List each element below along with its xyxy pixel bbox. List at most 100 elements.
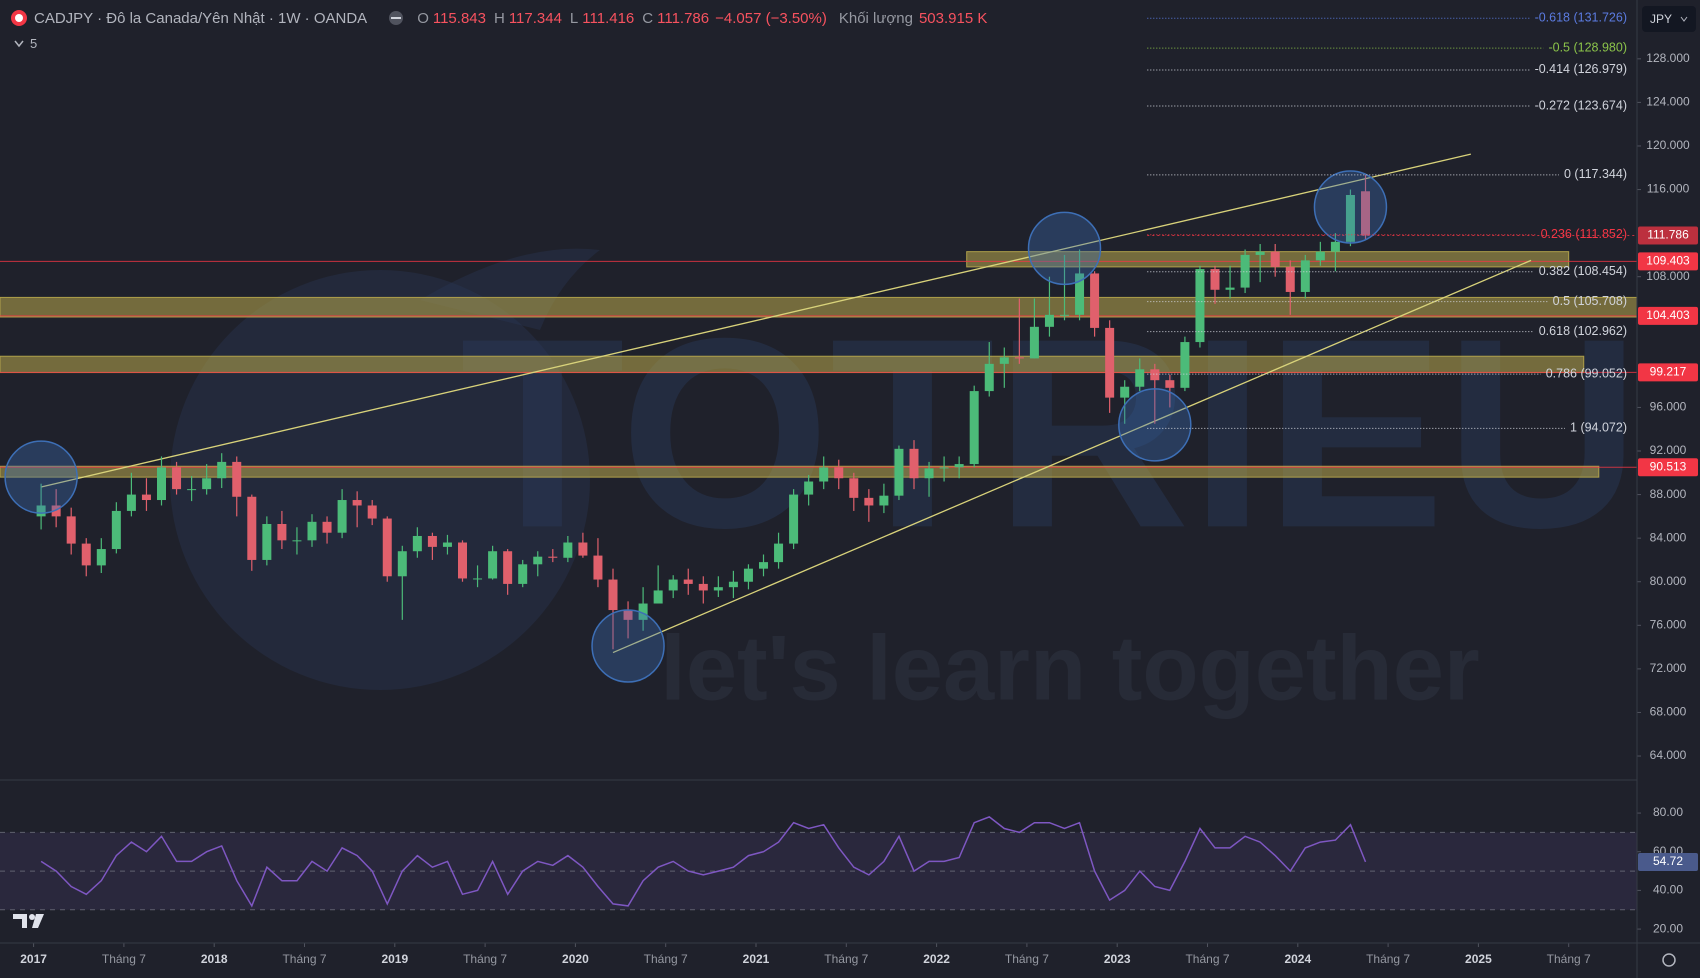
candle-body — [202, 478, 212, 490]
candle-body — [337, 500, 347, 533]
candle-body — [894, 448, 904, 496]
y-tick-label: 128.000 — [1646, 51, 1690, 65]
logo-part — [29, 914, 35, 920]
price-label: 90.513 — [1650, 459, 1687, 473]
rsi-value-box — [1638, 852, 1698, 871]
y-tick-label: 96.000 — [1650, 400, 1687, 414]
fib-label: 0 (117.344) — [1564, 167, 1627, 181]
support-zone — [966, 251, 1570, 268]
price-label: 109.403 — [1646, 254, 1690, 268]
candle-body — [1330, 241, 1340, 252]
chevron — [1680, 16, 1688, 22]
highlight-circle — [4, 440, 78, 514]
rsi-y-tick-label: 80.00 — [1653, 805, 1683, 819]
settings-icon[interactable] — [1662, 953, 1676, 967]
hide-button[interactable] — [385, 10, 407, 26]
ohlc-label: H — [493, 9, 505, 27]
candle-body — [412, 535, 422, 552]
candle-body — [759, 562, 768, 569]
candle-body — [638, 603, 648, 620]
logo-part — [32, 914, 44, 928]
indicator-toggle[interactable]: 5 — [14, 36, 37, 51]
candle-body — [352, 500, 362, 506]
y-tick-label: 120.000 — [1646, 138, 1690, 152]
candle-body — [1075, 273, 1085, 315]
ohlc-label: C — [642, 9, 654, 27]
ohlc-value: 115.843 — [432, 9, 486, 27]
x-tick-label: 2020 — [562, 952, 589, 966]
x-tick-label: Tháng 7 — [1185, 952, 1229, 966]
candle-body — [698, 583, 708, 591]
volume-value: 503.915 K — [918, 9, 988, 27]
candle-body — [1150, 369, 1160, 381]
y-tick-label: 84.000 — [1650, 530, 1687, 544]
fib-label: -0.272 (123.674) — [1535, 98, 1627, 112]
y-tick-label: 64.000 — [1650, 748, 1687, 762]
fib-label: 0.382 (108.454) — [1539, 264, 1627, 278]
candle-body — [804, 481, 814, 495]
y-tick-label: 68.000 — [1650, 705, 1687, 719]
candle-body — [548, 556, 558, 558]
rsi-value-label: 54.72 — [1653, 854, 1683, 868]
candle-body — [458, 542, 467, 579]
volume-label: Khối lượng — [838, 9, 913, 27]
candle-body — [518, 564, 528, 584]
candle-body — [789, 494, 799, 544]
candle-body — [683, 579, 693, 584]
x-tick-label: 2022 — [923, 952, 950, 966]
fib-label: -0.618 (131.726) — [1535, 11, 1627, 25]
x-tick-label: Tháng 7 — [463, 952, 507, 966]
fib-label: 0.618 (102.962) — [1539, 324, 1627, 338]
legend-header: CADJPY · Đô la Canada/Yên Nhật · 1W · OA… — [10, 9, 987, 27]
x-tick-label: 2025 — [1465, 952, 1492, 966]
ohlc-value: 111.416 — [582, 9, 635, 27]
y-tick-label: 124.000 — [1646, 95, 1690, 109]
fib-label: 0.236 (111.852) — [1541, 227, 1627, 241]
candle-body — [1345, 195, 1355, 242]
y-tick-label: 72.000 — [1650, 661, 1687, 675]
fib-label: 0.786 (99.052) — [1546, 366, 1627, 380]
candle-body — [51, 505, 61, 517]
candle-body — [834, 467, 844, 479]
candle-body — [307, 521, 317, 541]
price-label: 99.217 — [1650, 365, 1687, 379]
candle-body — [1240, 254, 1250, 288]
highlight-circle — [591, 609, 665, 683]
candle-body — [879, 495, 889, 506]
candle-body — [141, 494, 151, 501]
candle-body — [81, 543, 91, 566]
candle-body — [247, 496, 257, 560]
price-label-box — [1638, 458, 1698, 477]
currency-button[interactable]: JPY — [1642, 6, 1696, 32]
candle-body — [864, 497, 874, 506]
x-tick-label: 2018 — [201, 952, 228, 966]
x-tick-label: Tháng 7 — [1547, 952, 1591, 966]
candle-body — [36, 505, 46, 517]
candle-body — [397, 551, 407, 577]
candle-body — [503, 551, 513, 584]
y-tick-label: 80.000 — [1650, 574, 1687, 588]
candle-body — [954, 464, 964, 468]
candle-body — [668, 579, 678, 591]
candle-body — [713, 587, 723, 591]
candle-body — [473, 578, 483, 580]
candle-body — [187, 489, 197, 491]
trendline — [612, 259, 1532, 654]
candle-body — [126, 494, 136, 511]
candle-body — [217, 461, 227, 479]
price-label-box — [1638, 306, 1698, 325]
plot-layer: 128.000 124.000 120.000 116.000 108.000 96.00… — [0, 11, 1698, 966]
highlight-circle — [1118, 388, 1192, 462]
y-tick-label: 76.000 — [1650, 617, 1687, 631]
candle-body — [427, 535, 437, 547]
x-tick-label: Tháng 7 — [824, 952, 868, 966]
price-label-box — [1638, 252, 1698, 271]
candle-body — [1300, 260, 1310, 292]
logo-part — [13, 914, 27, 928]
fib-label: -0.5 (128.980) — [1548, 40, 1627, 54]
x-tick-label: 2024 — [1284, 952, 1311, 966]
candle-body — [1255, 251, 1265, 255]
candle-body — [96, 549, 106, 566]
candle-body — [1135, 369, 1145, 387]
ohlc-label: O — [417, 9, 429, 27]
